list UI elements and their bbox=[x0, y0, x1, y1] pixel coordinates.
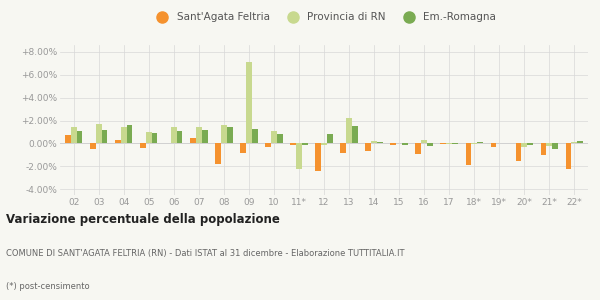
Bar bbox=[515, 143, 521, 161]
Bar bbox=[491, 143, 496, 147]
Bar bbox=[321, 143, 327, 145]
Bar bbox=[552, 143, 558, 149]
Bar bbox=[440, 143, 446, 144]
Bar bbox=[541, 143, 547, 155]
Bar bbox=[240, 143, 246, 153]
Bar bbox=[421, 140, 427, 143]
Bar bbox=[577, 141, 583, 143]
Bar bbox=[227, 128, 233, 143]
Bar bbox=[316, 143, 321, 171]
Bar bbox=[302, 143, 308, 145]
Bar bbox=[196, 128, 202, 143]
Bar bbox=[415, 143, 421, 154]
Bar bbox=[140, 143, 146, 148]
Bar bbox=[190, 138, 196, 143]
Bar bbox=[566, 143, 571, 169]
Bar bbox=[377, 142, 383, 143]
Bar bbox=[146, 132, 152, 143]
Bar bbox=[96, 124, 101, 143]
Bar bbox=[391, 143, 396, 145]
Bar bbox=[452, 143, 458, 144]
Bar bbox=[446, 143, 452, 144]
Bar bbox=[115, 140, 121, 143]
Bar bbox=[296, 143, 302, 169]
Bar bbox=[121, 128, 127, 143]
Bar bbox=[471, 143, 477, 144]
Bar bbox=[521, 143, 527, 147]
Text: (*) post-censimento: (*) post-censimento bbox=[6, 282, 89, 291]
Bar bbox=[215, 143, 221, 164]
Bar bbox=[177, 131, 182, 143]
Bar bbox=[252, 129, 257, 143]
Bar bbox=[71, 128, 77, 143]
Bar bbox=[65, 136, 71, 143]
Bar bbox=[571, 142, 577, 143]
Bar bbox=[365, 143, 371, 152]
Bar bbox=[277, 134, 283, 143]
Bar bbox=[290, 143, 296, 145]
Bar bbox=[427, 143, 433, 146]
Bar bbox=[327, 134, 332, 143]
Text: COMUNE DI SANT'AGATA FELTRIA (RN) - Dati ISTAT al 31 dicembre - Elaborazione TUT: COMUNE DI SANT'AGATA FELTRIA (RN) - Dati… bbox=[6, 249, 404, 258]
Bar bbox=[221, 125, 227, 143]
Legend: Sant'Agata Feltria, Provincia di RN, Em.-Romagna: Sant'Agata Feltria, Provincia di RN, Em.… bbox=[148, 8, 500, 26]
Bar bbox=[346, 118, 352, 143]
Bar bbox=[547, 143, 552, 146]
Bar bbox=[271, 131, 277, 143]
Text: Variazione percentuale della popolazione: Variazione percentuale della popolazione bbox=[6, 213, 280, 226]
Bar bbox=[127, 124, 133, 143]
Bar bbox=[527, 143, 533, 145]
Bar bbox=[402, 143, 408, 145]
Bar bbox=[246, 62, 252, 143]
Bar bbox=[77, 131, 82, 143]
Bar bbox=[477, 142, 483, 143]
Bar bbox=[265, 143, 271, 147]
Bar bbox=[101, 130, 107, 143]
Bar bbox=[90, 143, 96, 149]
Bar bbox=[340, 143, 346, 153]
Bar bbox=[202, 130, 208, 143]
Bar bbox=[171, 128, 177, 143]
Bar bbox=[352, 126, 358, 143]
Bar bbox=[152, 133, 157, 143]
Bar bbox=[466, 143, 471, 165]
Bar bbox=[371, 141, 377, 143]
